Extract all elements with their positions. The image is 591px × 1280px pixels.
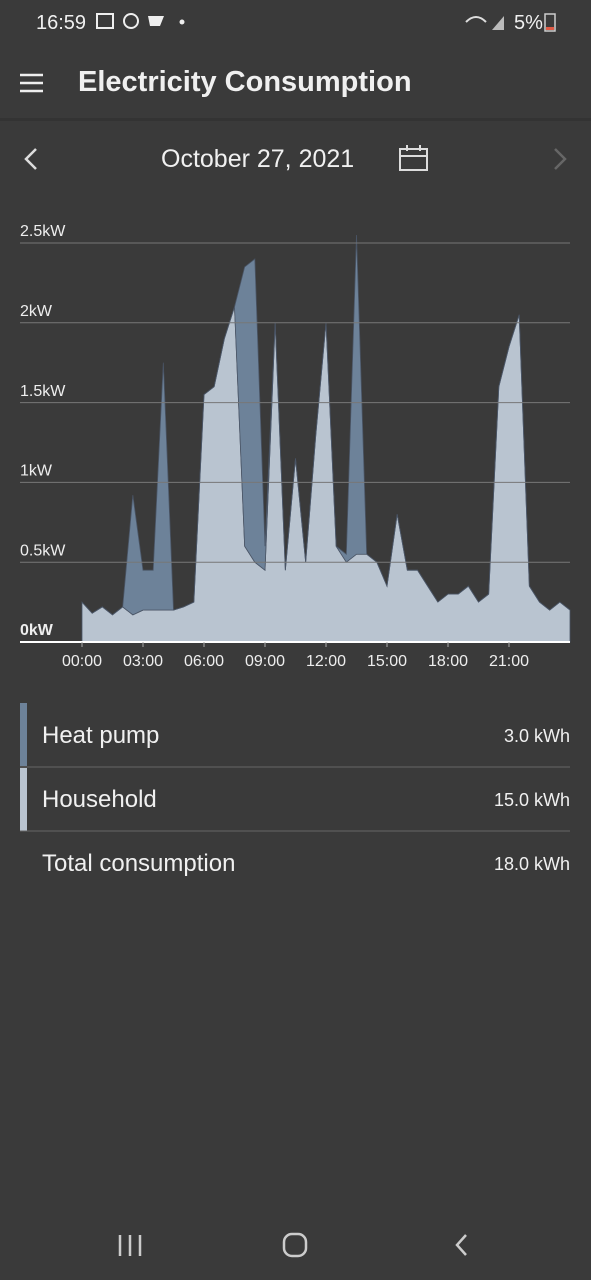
next-day[interactable]	[554, 148, 567, 170]
status-icon	[123, 13, 139, 29]
status-time: 16:59	[36, 12, 87, 34]
legend-value: 3.0 kWh	[503, 726, 570, 746]
status-icon	[148, 16, 164, 26]
status-battery: 5%	[514, 12, 543, 34]
total-label: Total consumption	[42, 850, 236, 877]
header-title: Electricity Consumption	[78, 66, 412, 98]
area	[81, 235, 571, 616]
y-tick-label: 2kW	[20, 303, 53, 320]
menu-button[interactable]	[20, 73, 43, 93]
legend-label: Heat pump	[42, 722, 160, 749]
legend-value: 15.0 kWh	[493, 790, 570, 810]
x-tick-label: 21:00	[489, 653, 529, 670]
x-tick-label: 06:00	[184, 653, 224, 670]
battery-icon	[544, 13, 556, 32]
y-tick-label: 1.5kW	[20, 383, 66, 400]
x-tick-label: 09:00	[245, 653, 285, 670]
x-tick-label: 15:00	[367, 653, 407, 670]
nav-back[interactable]	[455, 1234, 467, 1256]
header-divider	[0, 118, 591, 121]
x-tick-label: 03:00	[123, 653, 163, 670]
legend-swatch	[20, 768, 27, 831]
nav-home[interactable]	[282, 1232, 308, 1258]
signal-icon	[492, 16, 504, 30]
y-tick-label: 0.5kW	[20, 542, 66, 559]
calendar-button[interactable]	[399, 145, 428, 171]
x-tick-label: 00:00	[62, 653, 102, 670]
battery-level	[546, 27, 554, 30]
chart: 0kW 0.5kW 1kW 1.5kW 2kW 2.5kW 00:00 03:00 06:00 0…	[20, 223, 571, 670]
wifi-icon	[465, 16, 487, 23]
status-icon	[179, 19, 185, 25]
date-label: October 27, 2021	[161, 145, 355, 173]
y-tick-label: 0kW	[20, 622, 54, 639]
x-tick-label: 18:00	[428, 653, 468, 670]
legend-label: Household	[42, 786, 157, 813]
y-tick-label: 1kW	[20, 463, 53, 480]
y-tick-label: 2.5kW	[20, 223, 66, 240]
x-tick-label: 12:00	[306, 653, 346, 670]
prev-day[interactable]	[24, 148, 37, 170]
status-icon	[96, 13, 114, 29]
total-value: 18.0 kWh	[493, 854, 570, 874]
legend-swatch	[20, 703, 27, 766]
nav-recents[interactable]	[118, 1235, 142, 1256]
